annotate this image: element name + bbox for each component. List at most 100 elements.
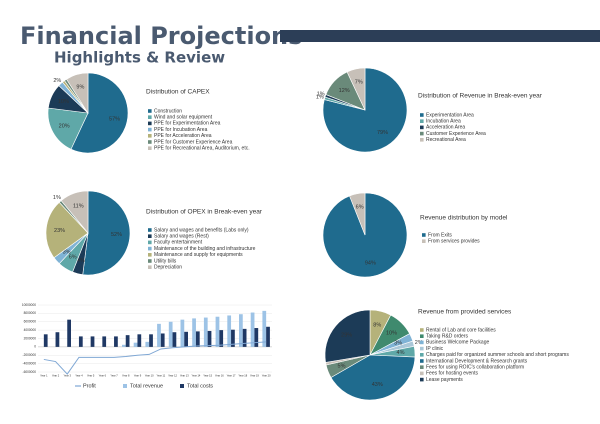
bar xyxy=(227,315,232,347)
legend-swatch xyxy=(148,146,152,150)
y-tick-label: 0 xyxy=(34,345,36,349)
bar xyxy=(254,328,259,347)
legend-swatch xyxy=(148,121,152,126)
x-tick-label: Year 18 xyxy=(238,374,247,378)
bar xyxy=(215,316,220,347)
legend-swatch xyxy=(420,377,424,382)
legend-label: Depreciation xyxy=(154,265,182,271)
legend-label: Total revenue xyxy=(130,383,163,389)
bar xyxy=(137,334,142,347)
x-tick-label: Year 2 xyxy=(52,374,60,378)
bar xyxy=(102,336,107,347)
legend-label: Experimentation Area xyxy=(426,112,474,118)
y-tick-label: 4000000 xyxy=(24,328,37,332)
bar xyxy=(125,335,130,347)
x-tick-label: Year 11 xyxy=(157,374,166,378)
x-tick-label: Year 14 xyxy=(192,374,201,378)
data-label: 43% xyxy=(372,382,383,388)
pie-slice xyxy=(70,72,129,154)
data-label: 79% xyxy=(377,130,388,136)
bar xyxy=(207,330,212,347)
data-label: 7% xyxy=(355,80,363,86)
data-label: 10% xyxy=(386,331,397,337)
legend-label: Salary and wages and benefits (Labs only… xyxy=(154,227,249,233)
legend-label: Wind and solar equipment xyxy=(154,115,213,121)
bar xyxy=(203,317,208,347)
data-label: 20% xyxy=(59,124,70,130)
legend-swatch xyxy=(148,127,152,132)
pie-slice xyxy=(324,309,371,363)
pie-slice xyxy=(60,190,89,234)
x-tick-label: Year 13 xyxy=(180,374,189,378)
legend-label: Faculty entertainment xyxy=(154,240,203,246)
bar xyxy=(242,328,247,347)
chart-title: Distribution of Revenue in Break-even ye… xyxy=(418,93,543,100)
y-tick-label: 10000000 xyxy=(22,303,36,307)
pie-slice xyxy=(66,72,89,115)
x-tick-label: Year 6 xyxy=(99,374,107,378)
legend-swatch xyxy=(148,115,152,119)
x-tick-label: Year 1 xyxy=(40,374,48,378)
legend-swatch xyxy=(422,239,426,243)
legend-label: Maintenance of the building and infrastr… xyxy=(154,246,256,252)
bar xyxy=(145,341,150,347)
data-label: 57% xyxy=(109,116,120,122)
legend-swatch xyxy=(420,346,424,351)
legend-label: Customer Experience Area xyxy=(426,131,486,137)
line xyxy=(43,341,267,375)
legend-label: Construction xyxy=(154,108,182,114)
bar xyxy=(195,331,200,347)
pie-slice xyxy=(330,354,416,401)
legend-swatch xyxy=(420,353,424,357)
x-tick-label: Year 9 xyxy=(134,374,142,378)
legend-label: PPE for Experimentation Area xyxy=(154,121,221,127)
legend-swatch xyxy=(420,125,424,130)
bar xyxy=(43,334,48,347)
data-label: 6% xyxy=(69,255,77,261)
data-label: 2% xyxy=(53,78,61,84)
bar xyxy=(172,332,177,347)
legend-label: Fees for using ROIC's collaboration plat… xyxy=(426,365,524,371)
y-tick-label: 8000000 xyxy=(24,311,37,315)
data-label: 52% xyxy=(111,232,122,238)
legend-swatch xyxy=(420,371,424,376)
pie-slice xyxy=(45,201,89,259)
legend-label: PPE for Recreational Area, Auditorium, e… xyxy=(154,146,250,152)
y-tick-label: 2000000 xyxy=(24,336,37,340)
legend-label: Utility bills xyxy=(154,258,177,264)
bar xyxy=(180,319,185,347)
pie-slice xyxy=(346,67,366,111)
x-tick-label: Year 8 xyxy=(122,374,130,378)
x-tick-label: Year 7 xyxy=(110,374,118,378)
x-tick-label: Year 5 xyxy=(87,374,95,378)
legend-swatch xyxy=(148,228,152,232)
bar xyxy=(250,312,255,347)
bar xyxy=(219,330,224,347)
x-tick-label: Year 10 xyxy=(145,374,154,378)
chart-title: Distribution of CAPEX xyxy=(146,89,210,96)
chart-title: Distribution of OPEX in Break-even year xyxy=(146,209,263,216)
x-tick-label: Year 4 xyxy=(75,374,83,378)
data-label: 4% xyxy=(77,258,85,264)
pie-slice xyxy=(322,67,408,153)
y-tick-label: 6000000 xyxy=(24,320,37,324)
legend-label: Taking R&D orders xyxy=(426,334,468,340)
legend-label: From Exits xyxy=(428,232,452,238)
bar xyxy=(122,344,126,347)
data-label: 11% xyxy=(73,204,84,210)
legend-label: Total costs xyxy=(187,383,213,389)
legend-label: Recreational Area xyxy=(426,137,466,143)
legend-swatch xyxy=(420,334,424,338)
legend-label: Salary and wages (Rest) xyxy=(154,234,209,240)
bar xyxy=(266,326,270,347)
legend-swatch xyxy=(148,246,152,251)
legend-label: Maintenance and supply for equipments xyxy=(154,252,243,258)
slide-title: Financial Projections xyxy=(20,22,302,50)
bar xyxy=(67,319,71,347)
chart-title: Revenue distribution by model xyxy=(420,215,508,222)
legend-swatch xyxy=(422,233,426,237)
data-label: 94% xyxy=(365,261,376,267)
pie-slice xyxy=(82,190,131,276)
bar xyxy=(114,336,118,347)
